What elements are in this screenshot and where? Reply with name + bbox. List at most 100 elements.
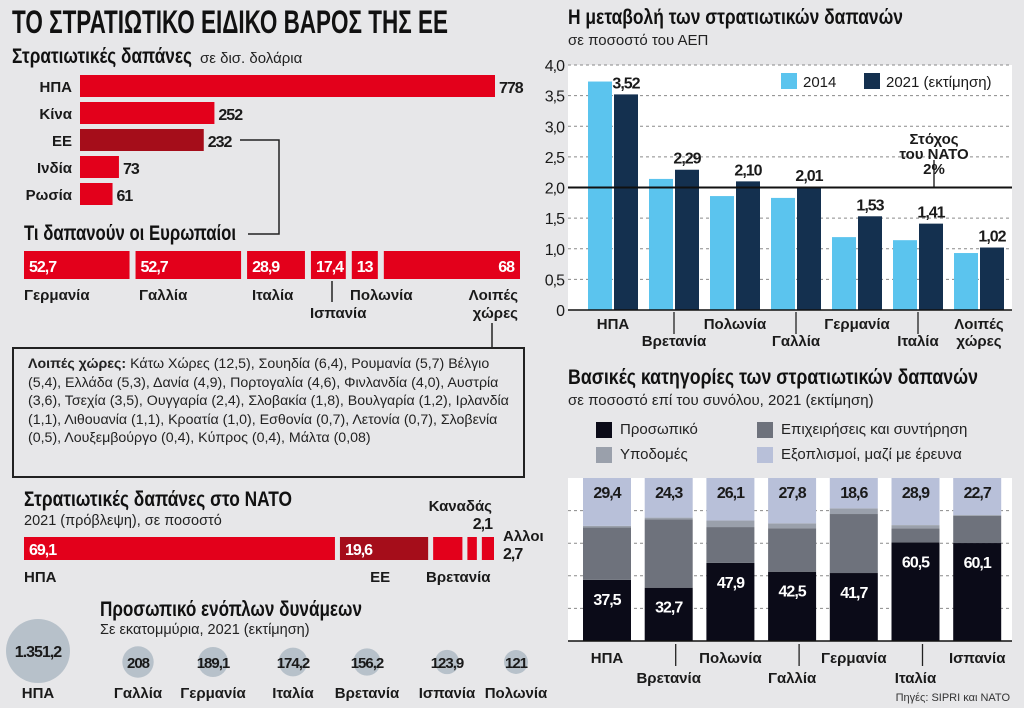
stacked-segment-operations	[644, 519, 693, 588]
personnel-label: Γερμανία	[180, 685, 246, 702]
personnel-value: 189,1	[197, 655, 230, 672]
nato-title: Στρατιωτικές δαπάνες στο ΝΑΤΟ	[24, 488, 292, 511]
stacked-segment-equipment	[953, 478, 1002, 516]
stacked-segment-operations	[891, 528, 940, 543]
legend-swatch-equipment	[757, 447, 773, 463]
categories-category-label: ΗΠΑ	[591, 650, 624, 667]
europe-segment-value: 13	[357, 259, 374, 276]
stacked-label-personnel: 60,5	[902, 554, 930, 571]
nato-segment	[467, 537, 477, 560]
main-title-text: ΤΟ ΣΤΡΑΤΙΩΤΙΚΟ ΕΙΔΙΚΟ ΒΑΡΟΣ ΤΗΣ ΕΕ	[12, 4, 448, 40]
categories-category-label: Ιταλία	[895, 670, 937, 687]
gdp-bar-2021	[919, 223, 943, 310]
personnel-value: 121	[505, 655, 528, 672]
stacked-segment-operations	[768, 528, 817, 572]
gdp-bar-2021	[675, 169, 699, 310]
legend-swatch-infrastructure	[596, 447, 612, 463]
europe-segment	[383, 251, 520, 279]
legend-label-infrastructure: Υποδομές	[620, 446, 688, 463]
gdp-category-label: Πολωνία	[704, 316, 767, 333]
stacked-segment-operations	[583, 527, 631, 580]
nato-segment	[339, 537, 429, 560]
europe-label: Ισπανία	[310, 305, 367, 322]
europe-segment-value: 17,4	[316, 259, 344, 276]
personnel-value: 1.351,2	[15, 644, 62, 661]
personnel-value: 174,2	[277, 655, 310, 672]
spending-value: 778	[499, 80, 524, 97]
legend-swatch-2014	[781, 73, 797, 89]
personnel-bubble	[504, 650, 528, 674]
stacked-segment-equipment	[644, 478, 693, 518]
personnel-value: 208	[127, 655, 150, 672]
stacked-segment-infrastructure	[768, 523, 817, 529]
categories-chart-heading: Βασικές κατηγορίες των στρατιωτικών δαπα…	[568, 366, 1024, 390]
personnel-title: Προσωπικό ενόπλων δυνάμεων	[100, 598, 362, 621]
personnel-bubble	[353, 648, 381, 676]
europe-label: χώρες	[473, 305, 518, 322]
europe-label: Λοιπές	[469, 287, 519, 304]
europe-segment	[24, 251, 130, 279]
nato-segment	[433, 537, 463, 560]
spending-value: 61	[117, 188, 134, 205]
nato-segment	[24, 537, 335, 560]
stacked-label-personnel: 47,9	[717, 575, 745, 592]
gdp-ytick-label: 1,5	[545, 211, 565, 228]
nato-label-canada: Καναδάς	[429, 498, 493, 515]
legend-swatch-2021	[864, 73, 880, 89]
personnel-subtitle: Σε εκατομμύρια, 2021 (εκτίμηση)	[100, 622, 310, 638]
nato-label-eu: ΕΕ	[370, 569, 390, 586]
stacked-segment-equipment	[706, 478, 755, 521]
stacked-segment-infrastructure	[891, 525, 940, 529]
stacked-segment-personnel	[706, 562, 755, 641]
source-note: Πηγές: SIPRI και ΝΑΤΟ	[895, 692, 1010, 704]
gdp-chart-heading: Η μεταβολή των στρατιωτικών δαπανών	[568, 6, 972, 30]
stacked-segment-infrastructure	[644, 517, 693, 520]
gdp-bar-2021	[614, 94, 638, 311]
gdp-bar-2014	[649, 178, 673, 310]
gdp-category-label: Γερμανία	[824, 316, 890, 333]
spending-row-label: ΕΕ	[52, 133, 72, 150]
spending-heading: Στρατιωτικές δαπάνες	[12, 45, 232, 69]
spending-row-label: Ινδία	[37, 160, 73, 177]
europe-segment	[310, 251, 346, 279]
stacked-label-personnel: 42,5	[779, 584, 807, 601]
stacked-segment-infrastructure	[583, 525, 631, 528]
nato-value-canada: 2,1	[473, 516, 493, 533]
nato-value-usa: 69,1	[29, 542, 57, 559]
categories-category-label: Πολωνία	[699, 650, 762, 667]
gdp-category-label: χώρες	[956, 333, 1001, 350]
stacked-segment-personnel	[891, 542, 940, 641]
stacked-segment-operations	[829, 514, 878, 574]
europeans-title: Τι δαπανούν οι Ευρωπαίοι	[24, 222, 236, 245]
spending-value: 232	[208, 134, 233, 151]
gdp-category-label: Βρετανία	[642, 333, 707, 350]
categories-category-label: Βρετανία	[636, 670, 701, 687]
europeans-heading: Τι δαπανούν οι Ευρωπαίοι	[24, 222, 290, 246]
gdp-bar-label: 2,29	[673, 151, 701, 168]
gdp-bar-label: 1,53	[856, 197, 884, 214]
nato-value-others: 2,7	[503, 546, 523, 563]
stacked-segment-equipment	[768, 478, 817, 524]
personnel-label: Γαλλία	[114, 685, 163, 702]
europe-segment	[351, 251, 378, 279]
gdp-category-label: Λοιπές	[954, 316, 1004, 333]
stacked-segment-personnel	[829, 573, 878, 641]
legend-swatch-operations	[757, 422, 773, 438]
spending-bar	[80, 75, 495, 97]
personnel-label: Ισπανία	[419, 685, 476, 702]
gdp-bar-2021	[858, 216, 882, 310]
personnel-bubble	[6, 619, 70, 683]
gdp-bar-label: 1,02	[978, 229, 1006, 246]
europe-label: Πολωνία	[350, 287, 413, 304]
stacked-segment-equipment	[891, 478, 940, 526]
gdp-bar-2014	[832, 237, 856, 310]
spending-title: Στρατιωτικές δαπάνες	[12, 45, 192, 68]
nato-target-label: του ΝΑΤΟ	[899, 146, 969, 163]
gdp-bar-label: 1,41	[917, 205, 945, 222]
gdp-ytick-label: 3,5	[545, 89, 565, 106]
others-box: Λοιπές χώρες: Κάτω Χώρες (12,5), Σουηδία…	[12, 347, 525, 478]
gdp-category-label: Ιταλία	[897, 333, 939, 350]
gdp-ytick-label: 1,0	[545, 242, 565, 259]
stacked-segment-personnel	[644, 587, 693, 641]
